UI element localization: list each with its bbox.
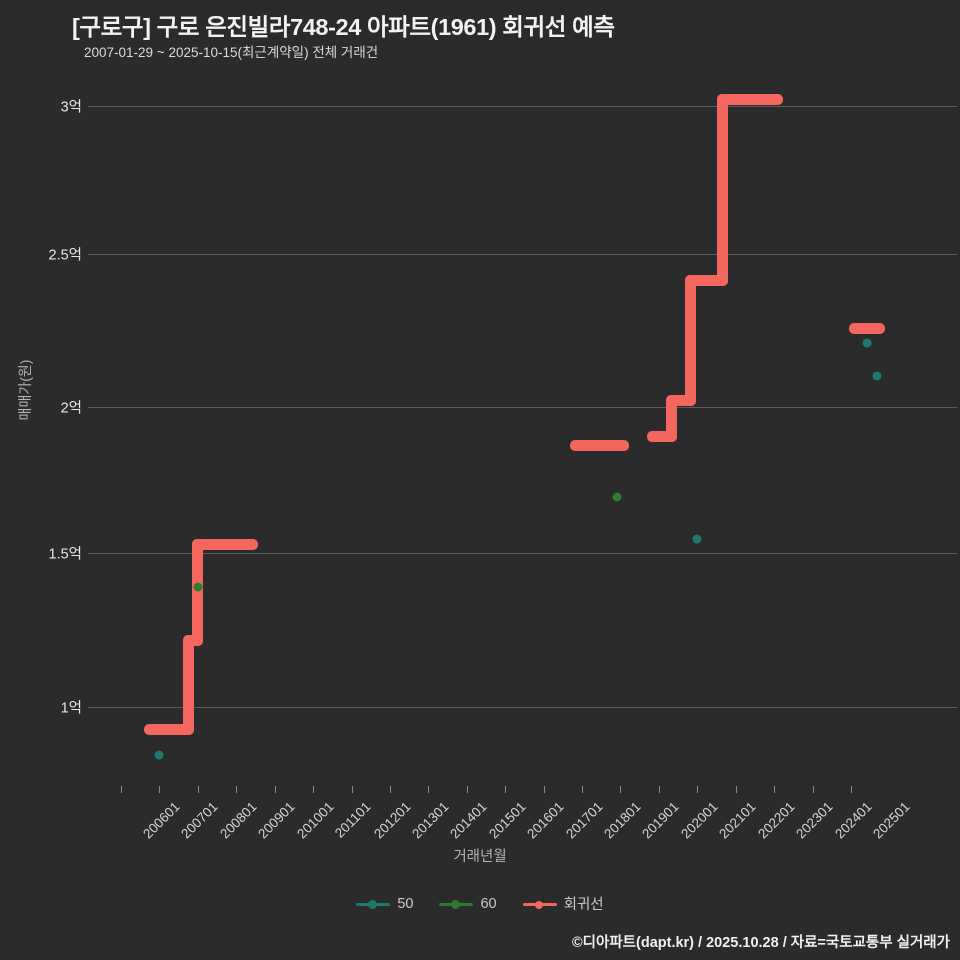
xtick-mark <box>274 786 276 793</box>
page-subtitle: 2007-01-29 ~ 2025-10-15(최근계약일) 전체 거래건 <box>84 45 379 60</box>
data-point-60 <box>612 492 622 502</box>
gridline-3eok <box>88 106 957 107</box>
xtick-label-201901: 201901 <box>639 799 683 842</box>
xtick-label-200801: 200801 <box>217 799 260 842</box>
xtick-mark <box>812 786 814 793</box>
xtick-mark <box>313 786 315 793</box>
xtick-mark <box>389 786 391 793</box>
xtick-label-202001: 202001 <box>678 799 721 842</box>
xtick-label-201701: 201701 <box>562 799 606 842</box>
ytick-label-1: 2.5억 <box>48 247 83 264</box>
xtick-mark <box>236 786 238 793</box>
ytick-label-3: 1.5억 <box>48 546 83 563</box>
xtick-mark <box>351 786 353 793</box>
xtick-label-202401: 202401 <box>831 799 875 842</box>
regression-line-segment <box>192 539 258 551</box>
gridline-2eok <box>88 407 957 408</box>
data-point-50 <box>154 750 164 760</box>
xtick-label-201601: 201601 <box>524 799 567 842</box>
xtick-label-200601: 200601 <box>140 799 183 842</box>
footer-credit: ©디아파트(dapt.kr) / 2025.10.28 / 자료=국토교통부 실… <box>571 935 950 951</box>
gridline-1eok <box>88 707 957 708</box>
xtick-label-200901: 200901 <box>255 799 298 842</box>
legend-swatch-icon <box>439 898 474 910</box>
xtick-label-201001: 201001 <box>293 799 337 842</box>
xtick-label-201501: 201501 <box>485 799 529 842</box>
legend-item-회귀선[interactable]: 회귀선 <box>522 893 604 914</box>
page-title: [구로구] 구로 은진빌라748-24 아파트(1961) 회귀선 예측 <box>72 14 615 40</box>
xtick-mark <box>121 786 122 793</box>
gridline-2_5eok <box>88 254 957 255</box>
xtick-label-201201: 201201 <box>370 799 414 842</box>
regression-line-riser <box>182 635 194 736</box>
legend-swatch-icon <box>356 898 391 910</box>
xtick-mark <box>543 786 545 793</box>
xtick-mark <box>850 786 852 793</box>
regression-line-segment <box>666 394 697 406</box>
ytick-label-0: 3억 <box>60 99 82 116</box>
xtick-mark <box>428 786 430 793</box>
legend-swatch-icon <box>522 898 557 910</box>
regression-line-segment <box>157 724 194 736</box>
xtick-mark <box>658 786 660 793</box>
xtick-mark <box>582 786 584 793</box>
regression-line-riser <box>192 539 204 647</box>
regression-line-segment <box>848 322 886 334</box>
regression-line-segment <box>570 440 630 452</box>
xtick-label-201801: 201801 <box>601 799 644 842</box>
xtick-label-202501: 202501 <box>870 799 913 842</box>
regression-line-segment <box>144 724 169 736</box>
xtick-mark <box>466 786 468 793</box>
gridline-1_5eok <box>88 553 957 554</box>
xtick-label-202301: 202301 <box>793 799 836 842</box>
chart-legend: 50 60 회귀선 <box>0 893 960 914</box>
regression-line-segment <box>685 274 729 286</box>
data-point-50 <box>692 534 702 544</box>
data-point-60 <box>193 582 203 592</box>
legend-label: 60 <box>480 895 497 912</box>
legend-item-50[interactable]: 50 <box>356 896 413 912</box>
xtick-mark <box>774 786 776 793</box>
xtick-label-202201: 202201 <box>754 799 798 842</box>
ytick-label-2: 2억 <box>60 400 82 417</box>
regression-line-riser <box>666 394 678 443</box>
xtick-label-201101: 201101 <box>331 799 374 841</box>
xtick-mark <box>159 786 161 793</box>
xtick-mark <box>735 786 737 793</box>
ytick-label-4: 1억 <box>60 700 82 717</box>
regression-line-riser <box>717 94 729 286</box>
regression-line-segment <box>646 431 678 443</box>
xtick-mark <box>697 786 699 793</box>
xtick-mark <box>197 786 199 793</box>
xtick-mark <box>505 786 507 793</box>
legend-item-60[interactable]: 60 <box>439 895 497 912</box>
xtick-label-200701: 200701 <box>178 799 222 842</box>
xtick-label-201401: 201401 <box>447 799 491 842</box>
xtick-mark <box>620 786 622 793</box>
x-axis-title: 거래년월 <box>453 849 507 865</box>
regression-line-segment <box>717 94 783 106</box>
y-axis-title: 매매가(원) <box>17 359 33 421</box>
xtick-label-202101: 202101 <box>716 799 759 842</box>
data-point-50 <box>872 371 882 381</box>
regression-line-riser <box>685 274 697 406</box>
xtick-label-201301: 201301 <box>409 799 452 842</box>
legend-label: 50 <box>397 895 414 912</box>
legend-label: 회귀선 <box>563 897 604 913</box>
data-point-50 <box>862 338 872 348</box>
